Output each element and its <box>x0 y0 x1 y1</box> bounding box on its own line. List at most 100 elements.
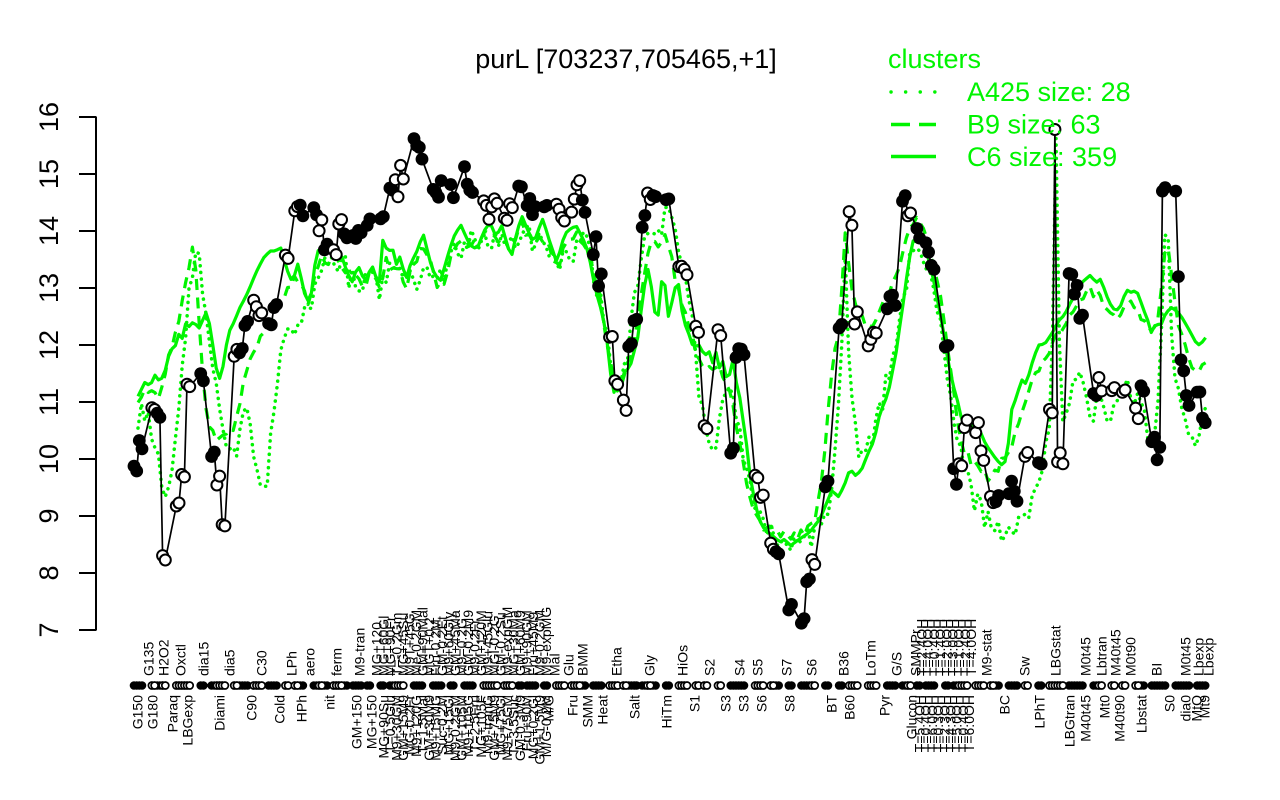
svg-text:M9+30GM: M9+30GM <box>389 695 405 761</box>
svg-text:B9 size: 63: B9 size: 63 <box>967 110 1101 140</box>
svg-text:MG-0.2Fr: MG-0.2Fr <box>402 695 418 755</box>
svg-text:M9T+45G: M9T+45G <box>402 613 418 676</box>
svg-text:T=1.0OH: T=1.0OH <box>951 619 967 676</box>
svg-text:M9=0.2G: M9=0.2G <box>454 618 470 676</box>
svg-text:M0t90: M0t90 <box>1123 637 1139 676</box>
svg-text:BMM: BMM <box>575 643 591 676</box>
svg-text:G180: G180 <box>145 695 161 729</box>
svg-text:M9+75GM: M9+75GM <box>499 695 515 761</box>
svg-text:T=5.0OH: T=5.0OH <box>949 695 965 752</box>
svg-text:Glu: Glu <box>561 654 577 676</box>
svg-text:MGT+0.2: MGT+0.2 <box>421 617 437 676</box>
svg-text:15: 15 <box>34 159 64 189</box>
svg-text:LBGexp: LBGexp <box>180 695 196 746</box>
svg-text:Lbexp: Lbexp <box>1191 638 1207 676</box>
svg-text:M0t45: M0t45 <box>1178 637 1194 676</box>
svg-text:ferm: ferm <box>329 648 345 676</box>
svg-text:GM+105M: GM+105M <box>454 695 470 761</box>
svg-text:GM+120M: GM+120M <box>473 610 489 676</box>
svg-text:dia0: dia0 <box>1178 695 1194 722</box>
svg-text:clusters: clusters <box>888 44 981 74</box>
svg-text:M9+60Gly: M9+60Gly <box>441 612 457 676</box>
svg-text:M0t45: M0t45 <box>1078 637 1094 676</box>
svg-text:13: 13 <box>34 273 64 303</box>
svg-text:T=0.4OH: T=0.4OH <box>955 695 971 752</box>
svg-text:S1: S1 <box>687 695 703 712</box>
svg-text:S2: S2 <box>702 659 718 676</box>
svg-text:Fru: Fru <box>565 695 581 716</box>
svg-text:Lbtran: Lbtran <box>1094 636 1110 676</box>
svg-text:Fru-0.2M: Fru-0.2M <box>428 619 444 676</box>
svg-text:H2O2: H2O2 <box>156 639 172 676</box>
svg-text:Suc-0.2M: Suc-0.2M <box>434 695 450 755</box>
svg-text:MG+90Su: MG+90Su <box>376 695 392 758</box>
svg-text:M/G-0.2M: M/G-0.2M <box>538 695 554 757</box>
svg-text:GM+60M9: GM+60M9 <box>512 610 528 676</box>
svg-text:S4: S4 <box>732 659 748 676</box>
svg-text:Me-0.2GM: Me-0.2GM <box>408 610 424 676</box>
svg-text:aero: aero <box>302 648 318 676</box>
svg-text:14: 14 <box>34 216 64 246</box>
svg-text:SMMPr: SMMPr <box>908 629 924 676</box>
svg-text:G150: G150 <box>130 695 146 729</box>
svg-text:Mt9: Mt9 <box>1197 695 1213 719</box>
svg-text:GM+90Mal: GM+90Mal <box>415 607 431 676</box>
svg-text:MG+45Su: MG+45Su <box>395 613 411 676</box>
svg-text:Heat: Heat <box>595 695 611 725</box>
svg-text:GM-0.2M9: GM-0.2M9 <box>460 610 476 676</box>
svg-text:GM-0.3M9: GM-0.3M9 <box>512 695 528 761</box>
svg-text:T=2.0OH: T=2.0OH <box>938 619 954 676</box>
svg-text:M9-expMG: M9-expMG <box>538 607 554 676</box>
svg-text:T=0.4OH: T=0.4OH <box>926 619 942 676</box>
svg-text:M40t90: M40t90 <box>1112 695 1128 742</box>
svg-text:M9-0.2GM: M9-0.2GM <box>532 610 548 676</box>
svg-text:S3: S3 <box>736 695 752 712</box>
svg-text:T=1.4OH: T=1.4OH <box>932 619 948 676</box>
svg-text:M9+120G: M9+120G <box>408 695 424 757</box>
svg-text:S6: S6 <box>804 659 820 676</box>
svg-text:BT: BT <box>824 695 840 713</box>
svg-text:S7: S7 <box>779 659 795 676</box>
svg-text:Fru+45M9: Fru+45M9 <box>525 612 541 676</box>
svg-text:T=0.3OH: T=0.3OH <box>930 695 946 752</box>
svg-text:T=4.3OH: T=4.3OH <box>943 695 959 752</box>
svg-text:dia15: dia15 <box>196 642 212 676</box>
svg-text:GM+75M9: GM+75M9 <box>486 695 502 761</box>
svg-text:MG+105F: MG+105F <box>473 695 489 758</box>
svg-text:M9+45Glu: M9+45Glu <box>480 611 496 676</box>
svg-text:M9-expGM: M9-expGM <box>499 607 515 676</box>
svg-text:T=4.0OH: T=4.0OH <box>963 619 979 676</box>
svg-text:MGl-0.2G: MGl-0.2G <box>486 615 502 676</box>
svg-text:BC: BC <box>997 695 1013 714</box>
svg-text:nit: nit <box>322 695 338 710</box>
svg-text:T=0.4OH: T=0.4OH <box>918 695 934 752</box>
svg-text:G135: G135 <box>141 642 157 676</box>
svg-text:Oxctl: Oxctl <box>173 644 189 676</box>
svg-text:MG+30Ma: MG+30Ma <box>506 610 522 676</box>
svg-text:12: 12 <box>34 330 64 360</box>
svg-text:S5: S5 <box>750 659 766 676</box>
svg-text:Etha: Etha <box>609 647 625 676</box>
svg-text:Gly: Gly <box>642 655 658 676</box>
svg-text:S8: S8 <box>782 695 798 712</box>
svg-text:BI: BI <box>1149 663 1165 676</box>
svg-text:M9+15MG: M9+15MG <box>428 695 444 761</box>
svg-text:HiTm: HiTm <box>659 695 675 728</box>
svg-text:M/G: M/G <box>541 695 557 721</box>
svg-text:T=2.4OH: T=2.4OH <box>957 619 973 676</box>
svg-text:LBGstat: LBGstat <box>1048 625 1064 676</box>
svg-text:GM-0.2Su: GM-0.2Su <box>493 612 509 676</box>
svg-text:LBGtran: LBGtran <box>1062 695 1078 747</box>
svg-text:T=-0.2Gm: T=-0.2Gm <box>389 613 405 676</box>
svg-text:M40t45: M40t45 <box>1108 629 1124 676</box>
svg-text:9: 9 <box>34 508 64 523</box>
svg-text:T=3.0OH: T=3.0OH <box>945 619 961 676</box>
svg-text:Salt: Salt <box>627 695 643 719</box>
svg-text:8: 8 <box>34 565 64 580</box>
svg-text:Paraq: Paraq <box>165 695 181 732</box>
svg-text:T=3.5Suc: T=3.5Suc <box>506 695 522 755</box>
svg-text:S0: S0 <box>1162 695 1178 712</box>
svg-text:Mal: Mal <box>547 653 563 676</box>
svg-text:S6: S6 <box>754 695 770 712</box>
svg-text:A425 size: 28: A425 size: 28 <box>967 77 1131 107</box>
